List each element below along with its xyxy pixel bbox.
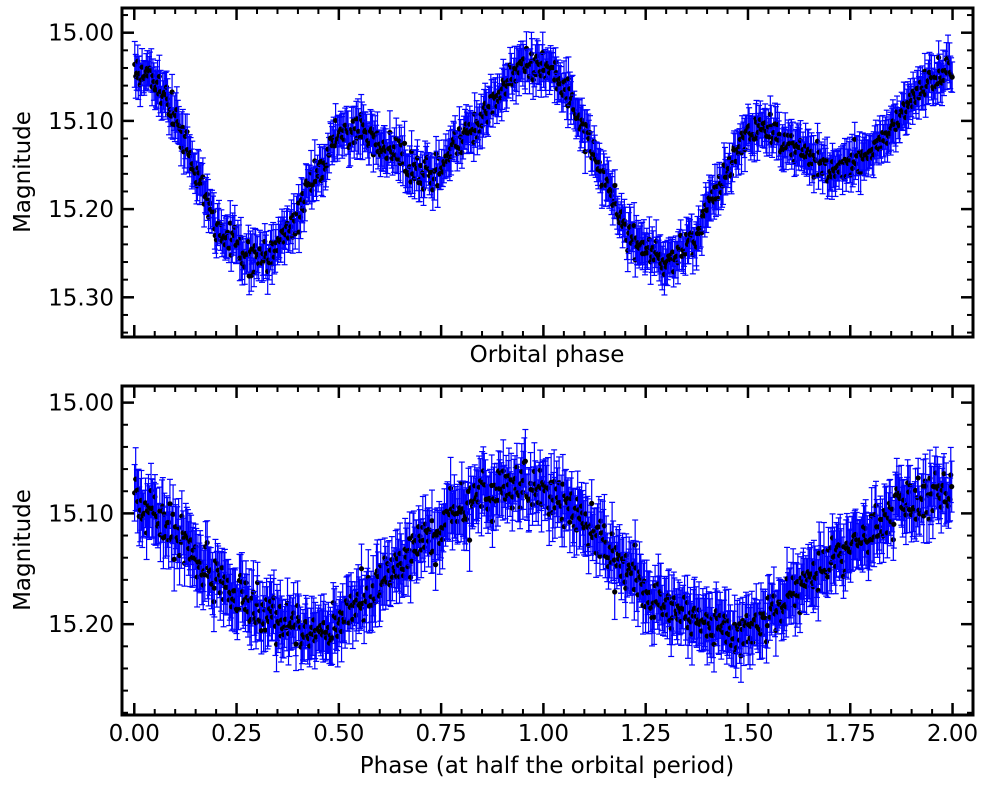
data-point — [226, 245, 232, 251]
data-point — [915, 475, 921, 481]
data-point — [227, 220, 233, 226]
y-tick-label: 15.20 — [48, 612, 114, 638]
data-point — [727, 625, 733, 631]
data-point — [722, 613, 728, 619]
bottom-panel-x-axis-title: Phase (at half the orbital period) — [360, 753, 734, 779]
data-point — [211, 585, 217, 591]
data-point — [301, 207, 307, 214]
bottom-panel-x-tick-labels: 0.00 0.25 0.50 0.75 1.00 1.25 1.50 1.75 2.00 — [109, 721, 978, 747]
data-point — [500, 468, 506, 474]
data-point — [333, 117, 339, 124]
data-point — [884, 530, 890, 536]
data-point — [325, 146, 331, 152]
data-point — [243, 580, 249, 586]
data-point — [797, 137, 804, 144]
data-point — [891, 521, 897, 527]
data-point — [180, 124, 186, 130]
data-point — [433, 562, 439, 568]
x-tick-label: 1.00 — [518, 721, 569, 747]
data-point — [623, 552, 629, 558]
x-tick-label: 0.50 — [313, 721, 364, 747]
top-panel-x-axis-title: Orbital phase — [470, 342, 625, 368]
data-point — [567, 519, 573, 525]
data-point — [200, 174, 206, 180]
data-point — [710, 632, 716, 639]
data-point — [948, 472, 954, 478]
y-tick-label: 15.10 — [48, 109, 114, 135]
data-point — [355, 116, 361, 122]
top-panel-y-axis-title: Magnitude — [10, 111, 36, 233]
x-tick-label: 1.75 — [825, 721, 876, 747]
data-point — [474, 135, 480, 141]
data-point — [435, 183, 441, 189]
x-tick-label: 1.25 — [620, 721, 671, 747]
data-point — [369, 126, 375, 132]
x-tick-label: 2.00 — [927, 721, 978, 747]
x-tick-label: 1.50 — [722, 721, 773, 747]
data-point — [551, 478, 557, 485]
data-point — [358, 566, 365, 572]
data-point — [587, 130, 593, 136]
data-point — [439, 536, 446, 543]
data-point — [250, 589, 256, 595]
y-tick-label: 15.00 — [48, 391, 114, 417]
data-point — [771, 593, 777, 599]
data-point — [923, 483, 929, 489]
data-point — [332, 143, 338, 149]
x-tick-label: 0.25 — [211, 721, 262, 747]
data-point — [632, 542, 638, 548]
x-tick-label: 0.75 — [416, 721, 467, 747]
data-point — [589, 500, 595, 506]
data-point — [903, 512, 909, 518]
data-point — [522, 458, 528, 464]
data-point — [767, 111, 773, 117]
data-point — [776, 131, 782, 137]
data-point — [688, 619, 694, 625]
data-point — [925, 79, 932, 85]
data-point — [596, 159, 602, 165]
x-tick-label: 0.00 — [109, 721, 160, 747]
data-point — [609, 531, 615, 537]
data-point — [489, 518, 496, 525]
data-point — [245, 239, 252, 245]
data-point — [204, 191, 210, 197]
data-point — [420, 186, 427, 192]
data-point — [293, 641, 299, 647]
data-point — [537, 467, 543, 473]
data-point — [612, 182, 618, 189]
data-point — [612, 589, 618, 595]
data-point — [414, 165, 420, 172]
data-point — [936, 54, 942, 61]
bottom-panel-y-axis-title: Magnitude — [10, 489, 36, 611]
data-point — [351, 140, 357, 146]
top-panel-data — [131, 31, 956, 296]
data-point — [725, 165, 731, 172]
top-panel-series-marks — [131, 31, 956, 296]
data-point — [401, 140, 408, 146]
data-point — [478, 503, 485, 510]
y-tick-label: 15.00 — [48, 21, 114, 47]
y-tick-label: 15.30 — [48, 285, 114, 311]
data-point — [156, 73, 162, 80]
top-panel: 15.00 15.10 15.20 15.30 Orbital phase Magni… — [10, 6, 975, 368]
y-tick-label: 15.10 — [48, 501, 114, 527]
data-point — [949, 484, 955, 490]
data-point — [949, 74, 955, 80]
data-point — [169, 89, 175, 95]
y-tick-label: 15.20 — [48, 197, 114, 223]
data-point — [314, 167, 321, 174]
data-point — [167, 501, 173, 507]
data-point — [466, 537, 473, 543]
data-point — [217, 590, 223, 596]
